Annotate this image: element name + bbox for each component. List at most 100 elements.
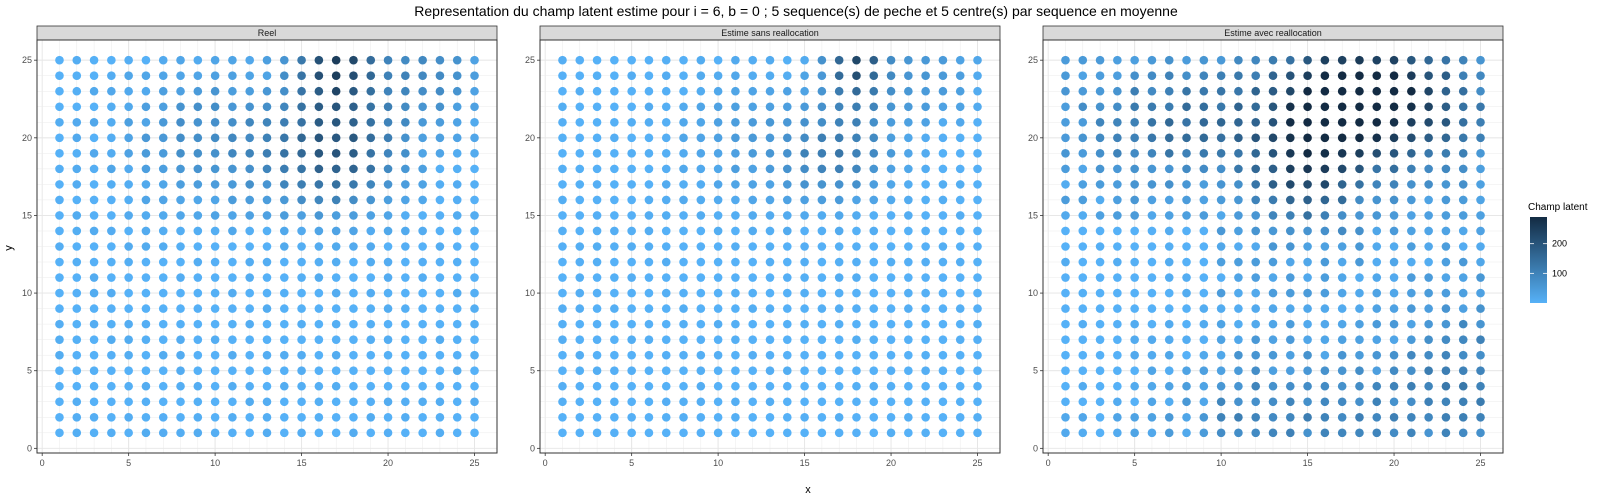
data-point — [89, 180, 99, 189]
data-point — [696, 366, 706, 376]
data-point — [834, 226, 844, 236]
data-point — [1424, 180, 1433, 189]
data-point — [1061, 288, 1070, 298]
data-point — [228, 335, 237, 344]
data-point — [435, 273, 445, 282]
data-point — [1389, 350, 1399, 360]
data-point — [1355, 211, 1364, 220]
data-point — [228, 366, 237, 376]
data-point — [1337, 366, 1347, 376]
data-point — [1147, 117, 1157, 127]
data-point — [1458, 319, 1468, 329]
data-point — [886, 86, 896, 96]
data-point — [748, 117, 758, 127]
data-point — [955, 366, 965, 376]
data-point — [1407, 257, 1416, 267]
data-point — [1095, 350, 1105, 360]
data-point — [1199, 180, 1209, 189]
data-point — [1130, 164, 1139, 174]
data-point — [470, 195, 479, 205]
data-point — [800, 180, 809, 189]
data-point — [349, 319, 358, 329]
data-point — [262, 55, 272, 65]
data-point — [1061, 273, 1070, 282]
data-point — [193, 55, 203, 65]
data-point — [765, 335, 775, 344]
data-point — [886, 257, 896, 267]
data-point — [1147, 242, 1157, 251]
data-point — [852, 304, 861, 313]
data-point — [1268, 350, 1278, 360]
data-point — [210, 102, 220, 112]
data-point — [610, 211, 619, 220]
data-point — [124, 412, 133, 422]
data-point — [89, 335, 99, 344]
data-point — [558, 211, 567, 220]
data-point — [748, 319, 758, 329]
data-point — [55, 180, 64, 189]
data-point — [55, 55, 64, 65]
data-point — [158, 242, 168, 251]
data-point — [262, 273, 272, 282]
data-point — [176, 117, 185, 127]
data-point — [644, 412, 654, 422]
data-point — [1130, 55, 1139, 65]
data-point — [1130, 288, 1139, 298]
data-point — [800, 257, 809, 267]
data-point — [1234, 428, 1243, 438]
data-point — [314, 288, 324, 298]
data-point — [1337, 273, 1347, 282]
data-point — [575, 273, 585, 282]
data-point — [869, 335, 879, 344]
data-point — [921, 304, 930, 313]
data-point — [366, 71, 376, 81]
data-point — [1355, 335, 1364, 344]
data-point — [193, 226, 203, 236]
data-point — [955, 86, 965, 96]
data-point — [886, 288, 896, 298]
data-point — [1061, 381, 1070, 391]
data-point — [1078, 149, 1088, 158]
data-point — [1078, 412, 1088, 422]
data-point — [800, 71, 809, 81]
data-point — [817, 257, 827, 267]
data-point — [435, 335, 445, 344]
data-point — [1130, 71, 1139, 81]
data-point — [1285, 412, 1295, 422]
data-point — [1113, 102, 1122, 112]
data-point — [886, 242, 896, 251]
data-point — [1441, 195, 1451, 205]
data-point — [1424, 319, 1433, 329]
data-point — [193, 242, 203, 251]
data-point — [592, 350, 602, 360]
data-point — [1458, 397, 1468, 407]
data-point — [1320, 117, 1330, 127]
data-point — [679, 257, 688, 267]
data-point — [782, 133, 792, 143]
data-point — [210, 86, 220, 96]
data-point — [765, 288, 775, 298]
data-point — [210, 273, 220, 282]
data-point — [452, 288, 462, 298]
data-point — [89, 242, 99, 251]
data-point — [973, 164, 982, 174]
x-tick-label: 25 — [973, 458, 983, 468]
data-point — [696, 335, 706, 344]
data-point — [349, 397, 358, 407]
data-point — [904, 335, 913, 344]
data-point — [1337, 242, 1347, 251]
data-point — [921, 149, 930, 158]
data-point — [1113, 180, 1122, 189]
data-point — [765, 71, 775, 81]
data-point — [1389, 71, 1399, 81]
data-point — [973, 211, 982, 220]
data-point — [1372, 149, 1382, 158]
data-point — [1113, 133, 1122, 143]
data-point — [1061, 428, 1070, 438]
data-point — [1078, 366, 1088, 376]
data-point — [938, 195, 948, 205]
data-point — [938, 164, 948, 174]
data-point — [107, 428, 116, 438]
data-point — [279, 117, 289, 127]
